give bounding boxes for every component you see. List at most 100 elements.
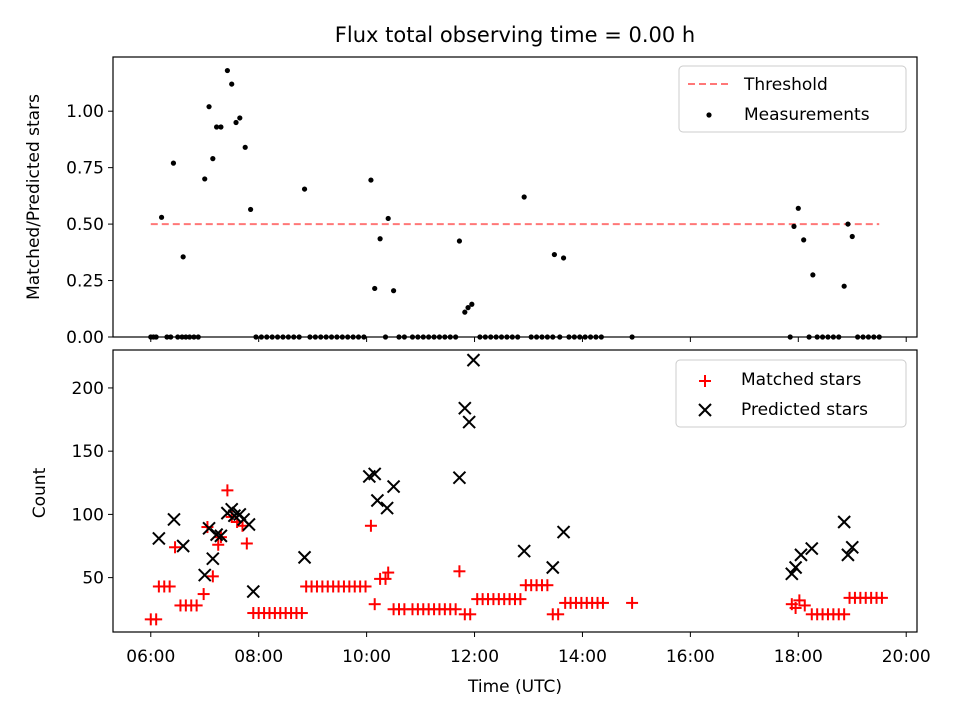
measurement-point <box>462 309 468 315</box>
measurement-point <box>810 272 816 278</box>
measurement-point <box>229 81 235 87</box>
predicted-star-point <box>152 531 166 546</box>
predicted-star-point <box>452 471 467 485</box>
predicted-star-point <box>367 467 382 481</box>
predicted-star-point <box>214 529 228 543</box>
predicted-star-point <box>466 353 481 367</box>
predicted-star-point <box>794 548 808 562</box>
legend-predicted-label: Predicted stars <box>741 400 868 420</box>
predicted-star-point <box>209 527 224 542</box>
measurement-point <box>456 238 463 244</box>
predicted-star-point <box>198 568 212 582</box>
matched-star-point <box>514 593 527 606</box>
matched-star-point <box>169 541 182 554</box>
bottom-axes-frame <box>112 349 918 633</box>
x-tick-label: 16:00 <box>666 647 715 667</box>
bottom-y-tick-label: 150 <box>72 442 104 462</box>
measurement-point <box>210 156 216 162</box>
predicted-star-point <box>837 515 851 529</box>
measurement-point <box>521 194 527 200</box>
bottom-x-ticks: 06:00 08:00 10:00 12:00 14:00 16:00 18:00 20:00 <box>126 632 931 667</box>
matched-star-point <box>150 613 163 626</box>
matched-star-point <box>240 537 253 550</box>
predicted-star-point <box>386 479 401 494</box>
matched-star-point <box>552 608 565 621</box>
matched-star-point <box>626 596 639 609</box>
measurement-point <box>180 254 186 260</box>
matched-star-point <box>838 608 851 621</box>
matched-star-point <box>449 603 462 616</box>
measurement-point <box>237 115 243 121</box>
x-tick-label: 10:00 <box>342 647 391 667</box>
bottom-y-ticks: 50 100 150 200 <box>72 379 113 589</box>
measurement-point <box>377 236 383 242</box>
measurement-point <box>560 255 567 261</box>
legend-threshold-label: Threshold <box>743 75 828 95</box>
predicted-star-point <box>841 548 855 562</box>
measurement-point <box>385 215 391 222</box>
matched-star-point <box>295 607 308 620</box>
legend-measurements-marker <box>706 112 712 118</box>
measurement-point <box>214 124 220 130</box>
predicted-star-point <box>246 584 261 599</box>
matched-star-point <box>464 608 477 621</box>
top-y-ticks: 0.00 0.25 0.50 0.75 1.00 <box>66 102 113 348</box>
x-tick-label: 14:00 <box>558 647 607 667</box>
bottom-y-tick-label: 50 <box>82 569 104 589</box>
matched-star-point <box>379 572 392 585</box>
matched-star-point <box>359 580 372 593</box>
x-tick-label: 18:00 <box>774 647 823 667</box>
x-tick-label: 12:00 <box>450 647 499 667</box>
top-y-tick-label: 0.00 <box>66 328 104 348</box>
bottom-y-axis-label: Count <box>30 467 50 518</box>
legend-measurements-label: Measurements <box>744 105 870 125</box>
legend-matched-marker <box>699 375 711 387</box>
matched-star-point <box>212 538 225 551</box>
predicted-star-point <box>206 551 220 566</box>
measurement-point <box>247 206 254 213</box>
predicted-star-point <box>370 493 385 508</box>
measurement-point <box>242 144 248 150</box>
predicted-star-point <box>845 540 859 554</box>
matched-star-point <box>382 566 395 579</box>
legend-predicted-marker <box>698 403 712 417</box>
bottom-legend: Matched stars Predicted stars <box>675 359 907 428</box>
predicted-star-point <box>242 517 256 532</box>
matched-star-point <box>368 598 381 611</box>
predicted-star-point <box>297 550 312 565</box>
measurement-point <box>390 288 397 294</box>
measurement-point <box>372 285 378 292</box>
predicted-star-point <box>788 560 803 575</box>
measurement-point <box>202 176 208 182</box>
predicted-star-point <box>462 415 476 429</box>
measurement-point <box>795 205 801 211</box>
matched-star-point <box>453 565 466 578</box>
measurement-point <box>849 233 855 240</box>
matched-star-point <box>221 484 234 497</box>
bottom-panel: 50 100 150 200 06:00 08:00 10:00 12:00 14:00 16:… <box>30 349 931 697</box>
measurement-point <box>845 221 851 227</box>
measurement-point <box>170 160 177 166</box>
measurement-point <box>465 305 471 311</box>
predicted-star-point <box>546 560 560 575</box>
predicted-star-point <box>785 567 799 581</box>
matched-star-point <box>793 594 806 607</box>
matched-star-point <box>206 570 219 583</box>
top-y-tick-label: 0.50 <box>66 215 104 235</box>
top-y-tick-label: 0.25 <box>66 272 104 292</box>
measurement-point <box>801 237 807 243</box>
top-panel: 0.00 0.25 0.50 0.75 1.00 Matched/Predicted s… <box>24 56 918 348</box>
bottom-y-tick-label: 200 <box>72 379 104 399</box>
measurement-point <box>158 214 165 220</box>
matched-star-point <box>541 579 554 592</box>
matched-star-point <box>364 519 377 532</box>
x-tick-label: 06:00 <box>126 647 175 667</box>
top-legend-box <box>678 65 907 133</box>
x-tick-label: 20:00 <box>882 647 931 667</box>
measurement-point <box>368 177 374 183</box>
bottom-y-tick-label: 100 <box>72 505 104 525</box>
predicted-star-point <box>556 525 571 539</box>
measurement-point <box>206 104 212 110</box>
measurement-point <box>841 283 847 289</box>
